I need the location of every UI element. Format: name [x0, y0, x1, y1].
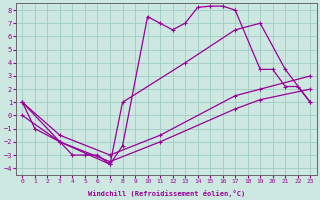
X-axis label: Windchill (Refroidissement éolien,°C): Windchill (Refroidissement éolien,°C): [88, 190, 245, 197]
